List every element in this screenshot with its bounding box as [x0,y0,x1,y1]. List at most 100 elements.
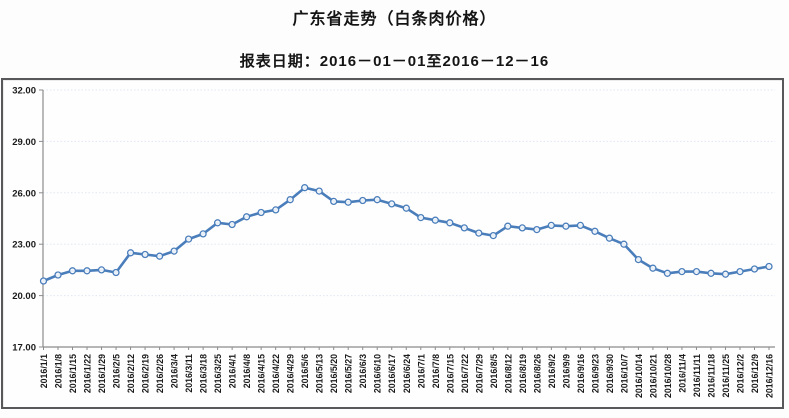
y-tick-label: 20.00 [12,291,36,302]
data-point-marker [446,219,454,227]
y-gridlines [39,89,775,348]
data-point-marker [68,267,77,275]
data-point-marker [155,252,164,260]
x-tick-label: 2016/9/2 [547,354,557,388]
data-point-marker [576,221,585,230]
chart-panel: 17.00 20.00 23.00 26.00 29.00 32.00 2016/1/1 20… [1,78,784,409]
x-tick-label: 2016/7/1 [416,354,426,388]
x-tick-label: 2016/1/15 [68,354,78,393]
x-tick-label: 2016/5/27 [344,354,354,393]
data-point-marker [315,187,323,195]
x-tick-label: 2016/1/22 [83,354,93,393]
x-tick-label: 2016/6/24 [402,354,412,393]
data-point-marker [431,216,439,224]
x-tick-label: 2016/5/20 [329,354,339,393]
x-tick-label: 2016/4/22 [271,354,281,393]
x-tick-label: 2016/11/25 [721,354,731,398]
page-title: 广东省走势（白条肉价格） [292,11,497,28]
data-point-marker [750,265,759,273]
data-point-marker [460,224,468,232]
x-tick-label: 2016/3/18 [199,354,209,393]
data-point-marker [184,235,193,243]
data-point-marker [83,267,91,275]
x-tick-label: 2016/11/18 [706,354,716,398]
data-point-marker [489,231,497,240]
y-tick-label: 17.00 [12,343,36,354]
data-point-marker [402,204,410,212]
x-tick-label: 2016/12/9 [750,354,760,393]
data-point-marker [39,277,48,285]
x-tick-label: 2016/9/23 [590,354,600,393]
x-tick-label: 2016/2/26 [155,354,165,393]
data-point-marker [54,271,62,279]
data-point-marker [112,268,120,277]
x-tick-label: 2016/10/14 [634,354,644,398]
x-tick-label: 2016/7/15 [445,354,455,393]
data-point-marker [504,222,512,230]
x-tick-label: 2016/8/19 [518,354,528,393]
data-point-marker [562,222,570,230]
data-point-marker [301,184,309,192]
report-date-range: 报表日期：2016－01－01至2016－12－16 [239,53,550,70]
x-tick-label: 2016/6/3 [358,354,368,388]
data-point-marker [547,221,555,230]
data-point-marker [678,267,686,276]
data-point-marker [649,264,657,272]
x-tick-label: 2016/3/11 [184,354,194,393]
data-point-marker [97,266,106,274]
data-point-marker [242,213,251,221]
data-point-marker [634,255,643,264]
data-point-marker [170,247,178,255]
data-point-marker [373,196,381,204]
data-point-marker [228,220,236,229]
data-point-marker [475,229,483,237]
data-point-marker [605,234,614,242]
x-tick-label: 2016/4/8 [242,354,252,388]
data-point-marker [388,200,396,208]
data-point-marker [765,262,773,271]
x-tick-label: 2016/9/16 [576,354,586,393]
data-point-marker [141,250,149,259]
data-point-marker [692,267,701,276]
x-tick-label: 2016/11/4 [677,354,687,393]
x-tick-label: 2016/7/22 [460,354,470,393]
x-tick-label: 2016/1/1 [39,354,49,388]
y-tick-label: 26.00 [12,188,36,199]
x-tick-label: 2016/2/5 [112,354,122,388]
y-tick-label: 29.00 [12,137,36,148]
data-point-marker [286,196,294,204]
x-tick-label: 2016/5/6 [300,354,310,388]
x-tick-label: 2016/6/10 [373,354,383,393]
x-tick-label: 2016/6/17 [387,354,397,393]
x-axis-labels: 2016/1/1 2016/1/8 2016/1/15 2016/1/22 2016/1… [39,347,775,398]
x-tick-label: 2016/1/8 [54,354,64,388]
x-tick-label: 2016/1/29 [97,354,107,393]
y-tick-label: 32.00 [12,86,36,97]
x-tick-label: 2016/12/2 [735,354,745,393]
y-axis-labels: 17.00 20.00 23.00 26.00 29.00 32.00 [12,86,36,354]
data-point-marker [721,270,730,278]
data-point-marker [417,213,425,222]
x-tick-label: 2016/9/30 [605,354,615,393]
x-tick-label: 2016/7/29 [474,354,484,393]
data-point-marker [359,196,367,205]
x-tick-label: 2016/8/26 [532,354,542,393]
data-point-marker [707,269,715,277]
x-tick-label: 2016/10/21 [648,354,658,398]
data-point-marker [344,198,352,206]
x-tick-label: 2016/2/19 [141,354,151,393]
data-point-marker [330,197,338,206]
data-point-marker [591,227,599,235]
data-point-marker [736,267,744,276]
series-line [42,186,771,283]
x-tick-label: 2016/9/9 [561,354,571,388]
x-tick-label: 2016/11/11 [692,354,702,397]
x-tick-label: 2016/8/12 [503,354,513,393]
x-tick-label: 2016/2/12 [126,354,136,393]
x-tick-label: 2016/4/1 [228,354,238,388]
data-point-marker [199,230,207,238]
y-tick-label: 23.00 [12,240,36,251]
x-tick-label: 2016/10/7 [619,354,629,393]
x-tick-label: 2016/7/8 [431,354,441,388]
